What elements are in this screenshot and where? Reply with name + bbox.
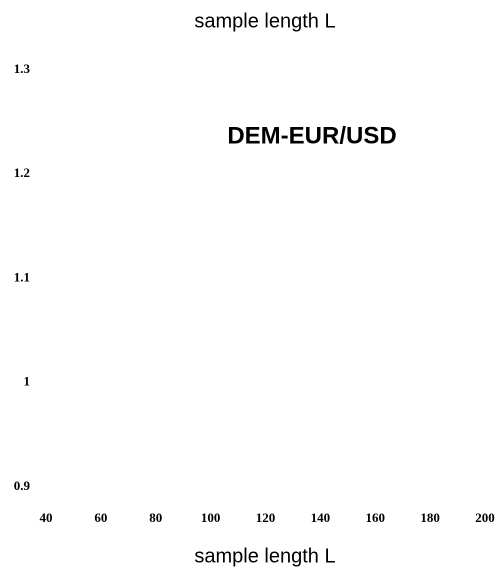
chart-title: DEM-EUR/USD: [227, 122, 396, 149]
y-tick-label: 1.2: [14, 165, 30, 180]
x-tick-label: 160: [366, 510, 386, 525]
y-tick-label: 1: [24, 374, 31, 389]
y-tick-label: 1.3: [14, 61, 31, 76]
x-tick-label: 180: [420, 510, 440, 525]
x-tick-label: 100: [201, 510, 221, 525]
x-tick-label: 200: [475, 510, 495, 525]
x-tick-label: 140: [311, 510, 331, 525]
x-tick-label: 120: [256, 510, 276, 525]
x-tick-label: 80: [149, 510, 162, 525]
x-tick-label: 40: [40, 510, 53, 525]
x-axis-label: sample length L: [194, 545, 335, 567]
x-tick-label: 60: [94, 510, 107, 525]
top-axis-label: sample length L: [194, 10, 335, 32]
y-tick-label: 0.9: [14, 478, 31, 493]
y-tick-label: 1.1: [14, 269, 30, 284]
